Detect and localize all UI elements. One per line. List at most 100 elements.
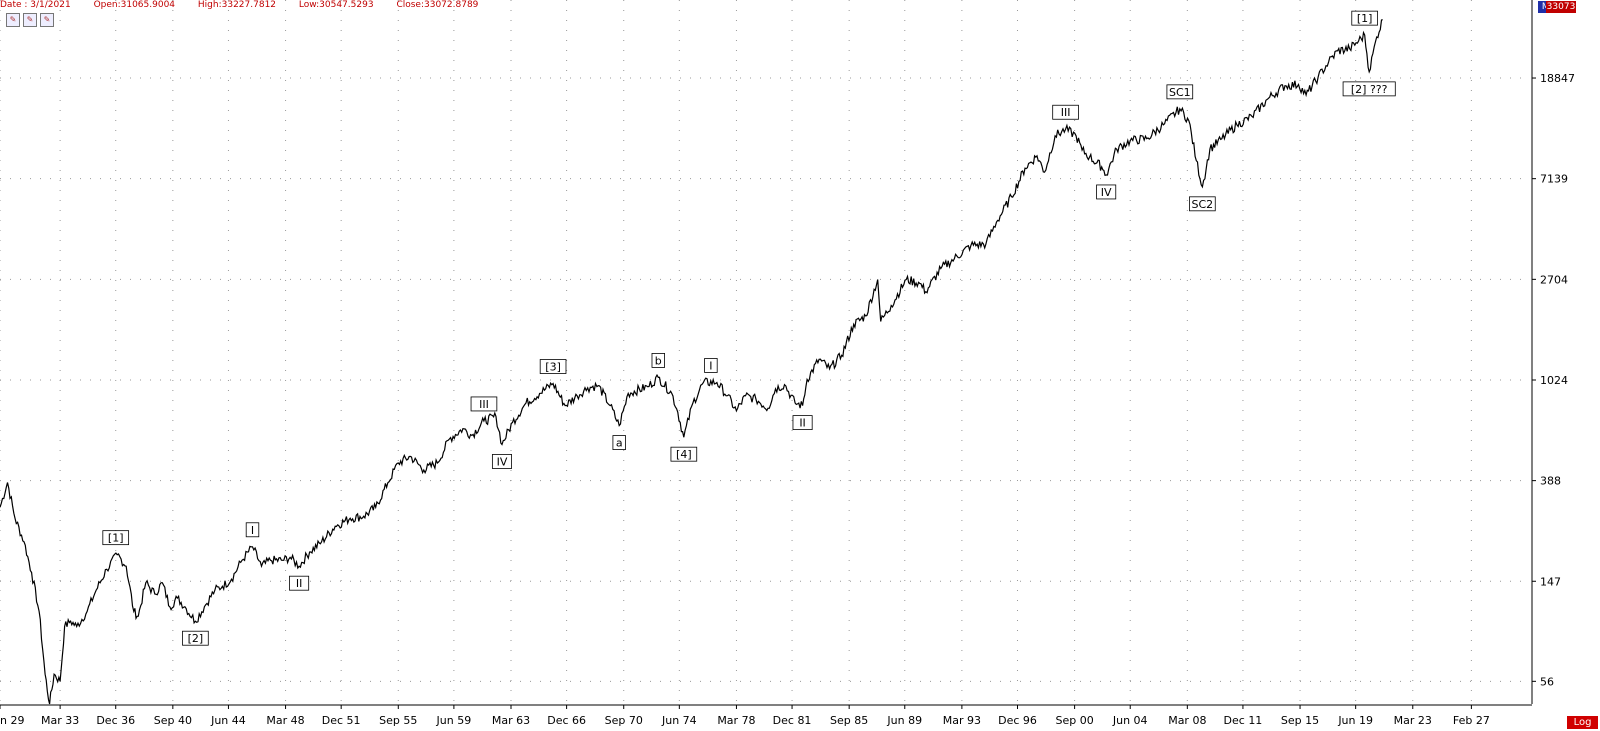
x-tick-label: Mar 78 [717,714,755,727]
wave-label-box [670,446,698,462]
wave-label-box [182,630,209,646]
wave-label-text: b [655,354,662,367]
x-tick-label: Jun 89 [886,714,922,727]
wave-labels: [1][2]IIIIIIIV[3]ab[4]IIIIIIIVSC1SC2[1][… [102,10,1396,646]
wave-label-box [470,396,498,412]
wave-label-box [245,522,260,538]
x-tick-label: Dec 36 [96,714,135,727]
chart-tool-icon[interactable]: ✎ [40,13,54,27]
x-tick-label: Jun 19 [1337,714,1373,727]
wave-label: [1] [102,530,130,546]
wave-label: IV [1096,184,1117,200]
wave-label-box [1096,184,1117,200]
x-tick-label: Mar 23 [1394,714,1432,727]
wave-label-text: IV [1101,186,1112,199]
wave-label-box [1189,196,1216,212]
wave-label-text: [2] [188,632,204,645]
wave-label-text: II [799,417,806,430]
wave-label: IV [491,454,512,469]
wave-label-text: I [709,359,712,372]
y-tick-label: 7139 [1540,173,1568,186]
wave-label-text: [1] [108,532,124,545]
x-tick-label: Mar 63 [492,714,530,727]
date-readout: Date : 3/1/2021 [0,0,71,10]
x-tick-label: Sep 15 [1281,714,1319,727]
open-readout: Open:31065.9004 [93,0,176,10]
wave-label-text: [1] [1357,12,1373,25]
wave-label: SC1 [1166,84,1194,100]
high-readout: High:33227.7812 [197,0,277,10]
wave-label-text: I [251,524,254,537]
x-tick-label: Mar 08 [1168,714,1206,727]
x-tick-label: Mar 93 [943,714,981,727]
x-tick-label: Dec 96 [998,714,1037,727]
x-tick-label: Sep 85 [830,714,868,727]
x-tick-label: Feb 27 [1453,714,1490,727]
x-tick-label: Jun 44 [210,714,246,727]
wave-label-box [612,435,626,450]
wave-label-box [651,353,665,368]
price-line [0,19,1383,705]
log-scale-toggle[interactable]: Log [1567,716,1598,729]
wave-label-box [1351,10,1378,26]
wave-label-text: [2] ??? [1351,83,1388,96]
wave-label: [4] [670,446,698,462]
y-tick-label: 56 [1540,675,1554,688]
wave-label: I [245,522,260,538]
wave-label-box [1052,104,1079,120]
low-readout: Low:30547.5293 [298,0,374,10]
x-tick-label: Sep 00 [1055,714,1093,727]
wave-label-text: III [479,398,489,411]
wave-label: III [1052,104,1079,120]
grid [0,0,1530,704]
wave-label-box [491,454,512,469]
y-tick-label: 388 [1540,475,1561,488]
x-axis: n 29 Mar 33 Dec 36 Sep 40 Jun 44 Mar 48 Dec 51… [0,704,1532,727]
wave-label-text: a [616,437,623,450]
wave-label: [3] [539,359,567,374]
chart-tool-icon[interactable]: ✎ [6,13,20,27]
x-tick-label: Jun 74 [661,714,697,727]
wave-label: SC2 [1189,196,1216,212]
y-tick-label: 18847 [1540,72,1575,85]
x-tick-label: Dec 51 [322,714,361,727]
wave-label: [2] ??? [1342,81,1396,97]
wave-label-box [704,358,718,373]
x-tick-label: Sep 40 [154,714,192,727]
wave-label: I [704,358,718,373]
x-tick-label: n 29 [0,714,24,727]
wave-label-box [792,415,813,431]
wave-label-text: II [296,577,303,590]
x-tick-label: Jun 59 [436,714,472,727]
chart-toolbar: ✎ ✎ ✎ [6,13,54,27]
wave-label: b [651,353,665,368]
wave-label-box [539,359,567,374]
wave-label-box [102,530,130,546]
wave-label: a [612,435,626,450]
wave-label: II [792,415,813,431]
x-tick-label: Mar 33 [41,714,79,727]
chart-tool-icon[interactable]: ✎ [23,13,37,27]
wave-label-text: [4] [676,448,692,461]
x-tick-label: Sep 55 [379,714,417,727]
x-tick-label: Mar 48 [266,714,304,727]
wave-label-box [1342,81,1396,97]
x-tick-label: Dec 11 [1224,714,1263,727]
x-tick-label: Jun 04 [1112,714,1148,727]
wave-label: [1] [1351,10,1378,26]
y-tick-label: 2704 [1540,273,1568,286]
wave-label-text: IV [497,455,508,468]
last-price-tag: 33073 [1546,1,1576,13]
y-tick-label: 147 [1540,575,1561,588]
close-readout: Close:33072.8789 [396,0,479,10]
wave-label-box [289,575,310,591]
wave-label-text: [3] [545,361,561,374]
wave-label: III [470,396,498,412]
y-axis: 56 147 388 1024 2704 7139 18847 [1531,0,1575,704]
x-tick-label: Dec 81 [773,714,812,727]
ohlc-header: Date : 3/1/2021 Open:31065.9004 High:332… [0,0,498,12]
wave-label: II [289,575,310,591]
wave-label: [2] [182,630,209,646]
